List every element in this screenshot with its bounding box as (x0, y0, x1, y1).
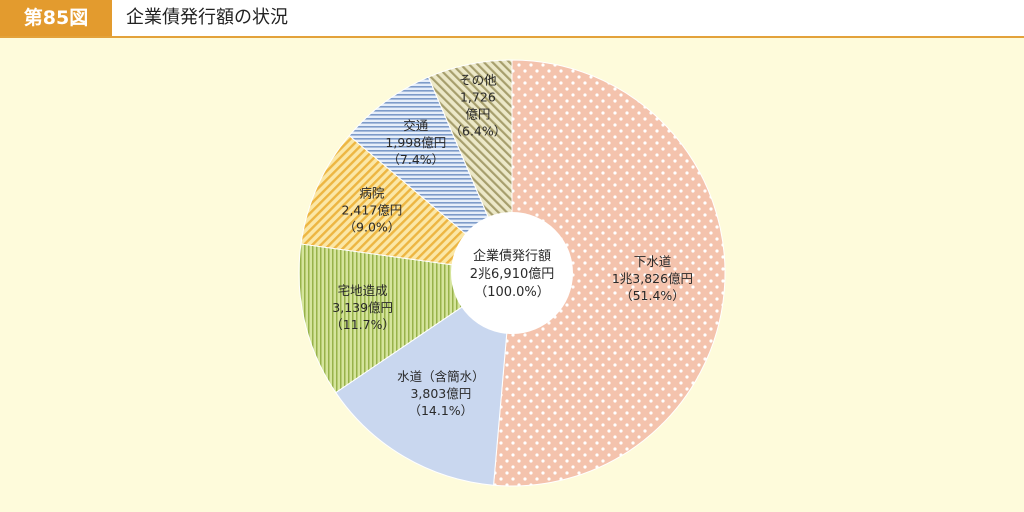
slice-label: （11.7%） (330, 317, 395, 332)
slice-label: （7.4%） (387, 152, 444, 167)
pie-slice (493, 59, 726, 487)
pie-slice (348, 76, 513, 274)
slice-label: 1,998億円 (385, 135, 446, 150)
figure-header: 第85図 企業債発行額の状況 (0, 0, 1024, 38)
slice-label: 水道（含簡水） (397, 369, 485, 384)
slice-label: 1兆3,826億円 (612, 271, 693, 286)
center-label: 企業債発行額 (473, 248, 551, 264)
slice-label: 下水道 (634, 254, 672, 269)
slice-label: 病院 (359, 186, 385, 201)
slice-label: 交通 (403, 118, 429, 133)
center-label: 2兆6,910億円 (470, 266, 555, 282)
slice-label: （51.4%） (620, 288, 685, 303)
slice-label: 宅地造成 (338, 283, 388, 298)
slice-label: その他 (459, 73, 497, 88)
pie-slice (300, 134, 514, 274)
slice-label: 億円 (465, 107, 490, 122)
slice-label: 3,803億円 (410, 386, 471, 401)
center-circle (451, 212, 573, 334)
slice-label: （9.0%） (344, 220, 401, 235)
figure-title: 企業債発行額の状況 (126, 7, 288, 28)
slice-label: 3,139億円 (332, 300, 393, 315)
slice-label: 2,417億円 (342, 203, 403, 218)
pie-chart: 下水道 1兆3,826億円 （51.4%） 水道（含簡水） 3,803億円 （14.1%）… (298, 59, 726, 487)
slice-label: 1,726 (460, 90, 496, 105)
slice-label: （6.4%） (450, 124, 507, 139)
slice-label: （14.1%） (408, 403, 473, 418)
center-label: （100.0%） (474, 285, 550, 300)
pie-slice (335, 271, 513, 486)
figure-number: 第85図 (0, 0, 112, 36)
